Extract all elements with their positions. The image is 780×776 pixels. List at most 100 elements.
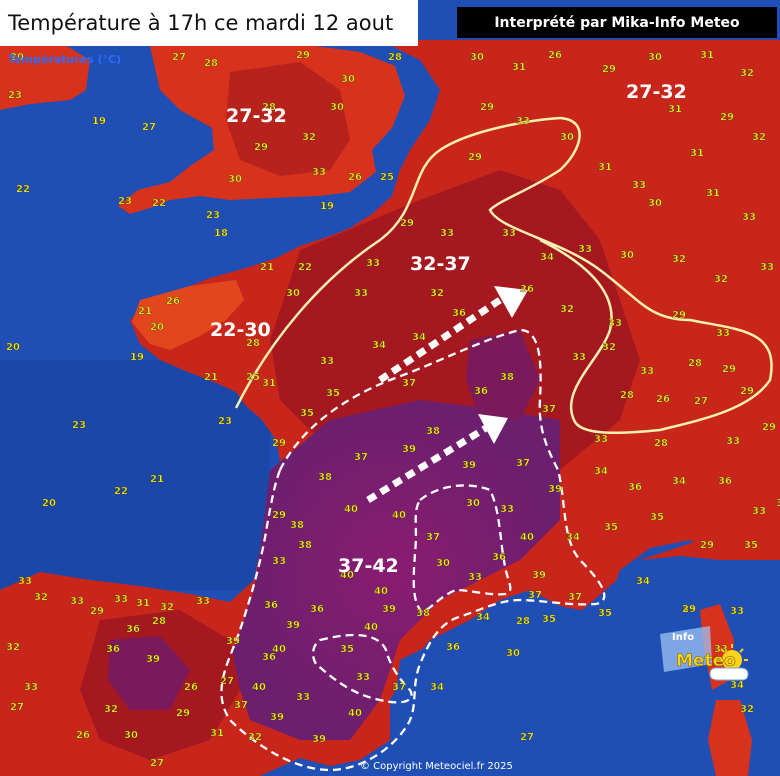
station-temp: 23	[118, 196, 132, 207]
station-temp: 19	[92, 116, 106, 127]
station-temp: 28	[246, 338, 260, 349]
station-temp: 39	[286, 620, 300, 631]
station-temp: 35	[744, 540, 758, 551]
station-temp: 33	[468, 572, 482, 583]
station-temp: 31	[136, 598, 150, 609]
station-temp: 31	[262, 378, 276, 389]
station-temp: 32	[6, 642, 20, 653]
station-temp: 27	[150, 758, 164, 769]
station-temp: 30	[506, 648, 520, 659]
station-temp: 27	[142, 122, 156, 133]
station-temp: 37	[568, 592, 582, 603]
arrow-north-icon	[378, 297, 502, 383]
station-temp: 33	[726, 436, 740, 447]
station-temp: 20	[150, 322, 164, 333]
station-temp: 37	[354, 452, 368, 463]
station-temp: 33	[730, 606, 744, 617]
station-temp: 38	[426, 426, 440, 437]
station-temp: 33	[608, 318, 622, 329]
station-temp: 27	[694, 396, 708, 407]
sun-cloud-icon: Info Meteo	[660, 626, 749, 681]
station-temp: 34	[672, 476, 686, 487]
station-temp: 37	[426, 532, 440, 543]
station-temp: 28	[620, 390, 634, 401]
station-temp: 29	[740, 386, 754, 397]
station-temp: 31	[210, 728, 224, 739]
station-temp: 31	[512, 62, 526, 73]
station-temp: 31	[706, 188, 720, 199]
station-temp: 21	[260, 262, 274, 273]
contour-37-42	[220, 328, 606, 772]
station-temp: 29	[682, 604, 696, 615]
station-temp: 33	[196, 596, 210, 607]
station-temp: 36	[474, 386, 488, 397]
station-temp: 32	[160, 602, 174, 613]
station-temp: 31	[668, 104, 682, 115]
station-temp: 33	[440, 228, 454, 239]
station-temp: 36	[452, 308, 466, 319]
station-temp: 33	[516, 116, 530, 127]
station-temp: 22	[152, 198, 166, 209]
station-temp: 23	[72, 420, 86, 431]
contour-32-37	[234, 116, 773, 435]
station-temp: 32	[714, 274, 728, 285]
station-temp: 29	[602, 64, 616, 75]
station-temp: 33	[366, 258, 380, 269]
station-temp: 39	[270, 712, 284, 723]
station-temp: 40	[392, 510, 406, 521]
station-temp: 33	[24, 682, 38, 693]
station-temp: 28	[262, 102, 276, 113]
zone-label-north-central-france: 32-37	[410, 253, 471, 275]
station-temp: 26	[166, 296, 180, 307]
station-temp: 21	[204, 372, 218, 383]
station-temp: 36	[628, 482, 642, 493]
station-temp: 33	[632, 180, 646, 191]
station-temp: 30	[648, 52, 662, 63]
station-temp: 35	[542, 614, 556, 625]
station-temp: 33	[502, 228, 516, 239]
station-temp: 28	[654, 438, 668, 449]
station-temp: 33	[320, 356, 334, 367]
station-temp: 30	[560, 132, 574, 143]
station-temp: 33	[272, 556, 286, 567]
station-temp: 23	[8, 90, 22, 101]
station-temp: 29	[762, 422, 776, 433]
station-temp: 40	[348, 708, 362, 719]
station-temp: 37	[528, 590, 542, 601]
station-temp: 33	[70, 596, 84, 607]
station-temp: 40	[272, 644, 286, 655]
station-temp: 33	[114, 594, 128, 605]
station-temp: 23	[218, 416, 232, 427]
station-temp: 34	[412, 332, 426, 343]
station-temp: 34	[566, 532, 580, 543]
station-temp: 37	[234, 700, 248, 711]
zone-label-uk: 27-32	[226, 105, 287, 127]
station-temp: 38	[500, 372, 514, 383]
station-temp: 33	[578, 244, 592, 255]
station-temp: 35	[598, 608, 612, 619]
station-temp: 31	[700, 50, 714, 61]
station-temp: 29	[720, 112, 734, 123]
author-banner: Interprété par Mika-Info Meteo	[457, 7, 777, 38]
station-readings: 27 28 29 30 28 28 30 32 29 33 26 30 27 23 22 23 19 19 18 20…	[6, 50, 780, 769]
station-temp: 38	[318, 472, 332, 483]
author-label: Interprété par Mika-Info Meteo	[494, 14, 740, 31]
station-temp: 37	[392, 682, 406, 693]
station-temp: 33	[594, 434, 608, 445]
svg-text:Meteo: Meteo	[676, 651, 736, 671]
station-temp: 32	[752, 132, 766, 143]
station-temp: 38	[416, 608, 430, 619]
station-temp: 30	[648, 198, 662, 209]
station-temp: 39	[226, 636, 240, 647]
station-temp: 40	[252, 682, 266, 693]
station-temp: 36	[492, 552, 506, 563]
station-temp: 19	[130, 352, 144, 363]
station-temp: 37	[402, 378, 416, 389]
station-temp: 18	[214, 228, 228, 239]
station-temp: 33	[742, 212, 756, 223]
station-temp: 39	[402, 444, 416, 455]
station-temp: 38	[298, 540, 312, 551]
station-temp: 38	[290, 520, 304, 531]
station-temp: 39	[312, 734, 326, 745]
station-temp: 29	[272, 510, 286, 521]
